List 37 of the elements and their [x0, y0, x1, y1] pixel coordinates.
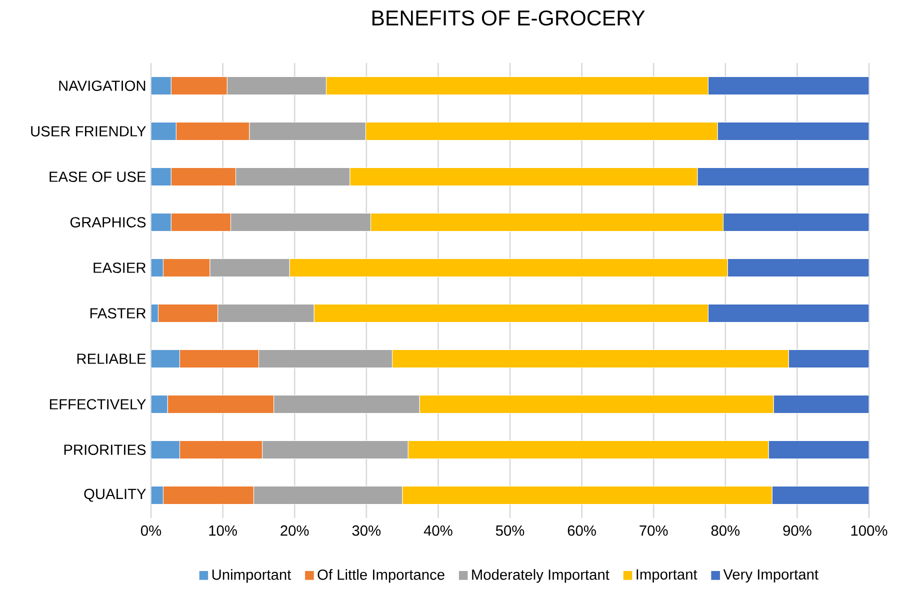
x-tick-label: 10% — [209, 525, 237, 536]
bar — [697, 167, 869, 186]
x-tick-label: 0% — [140, 525, 162, 536]
x-tick-label: 50% — [496, 525, 524, 536]
x-tick-label: 70% — [640, 525, 668, 536]
chart-title: BENEFITS OF E-GROCERY — [372, 10, 645, 26]
x-tick-label: 90% — [783, 525, 812, 536]
y-tick-label: GRAPHICS — [70, 217, 146, 228]
legend-label: Moderately Important — [472, 569, 610, 583]
legend-label: Unimportant — [212, 569, 292, 583]
bar — [788, 349, 869, 368]
bar — [727, 258, 869, 278]
x-tick-label: 30% — [352, 525, 381, 536]
legend-label: Important — [636, 569, 698, 582]
y-tick-label: QUALITY — [84, 488, 146, 502]
bar — [708, 304, 869, 323]
x-tick-label: 40% — [424, 525, 452, 536]
bar — [717, 122, 869, 141]
y-tick-label: FASTER — [90, 308, 146, 318]
x-tick-label: 100% — [851, 525, 888, 536]
legend-label: Of Little Importance — [318, 569, 444, 583]
y-tick-label: EFFECTIVELY — [50, 399, 146, 410]
x-tick-label: 20% — [280, 525, 309, 536]
y-tick-label: EASIER — [94, 262, 146, 273]
bar — [708, 76, 869, 96]
bar — [773, 394, 869, 414]
y-tick-label: NAVIGATION — [59, 80, 146, 91]
y-tick-label: RELIABLE — [77, 354, 146, 364]
y-tick-label: EASE OF USE — [50, 172, 146, 182]
bar — [768, 440, 869, 460]
bar — [772, 486, 869, 505]
y-tick-label: USER FRIENDLY — [31, 126, 146, 136]
x-tick-label: 80% — [711, 525, 740, 536]
x-tick-label: 60% — [568, 525, 596, 536]
bar — [722, 212, 869, 232]
y-tick-label: PRIORITIES — [64, 444, 146, 455]
legend-label: Very Important — [723, 569, 818, 582]
